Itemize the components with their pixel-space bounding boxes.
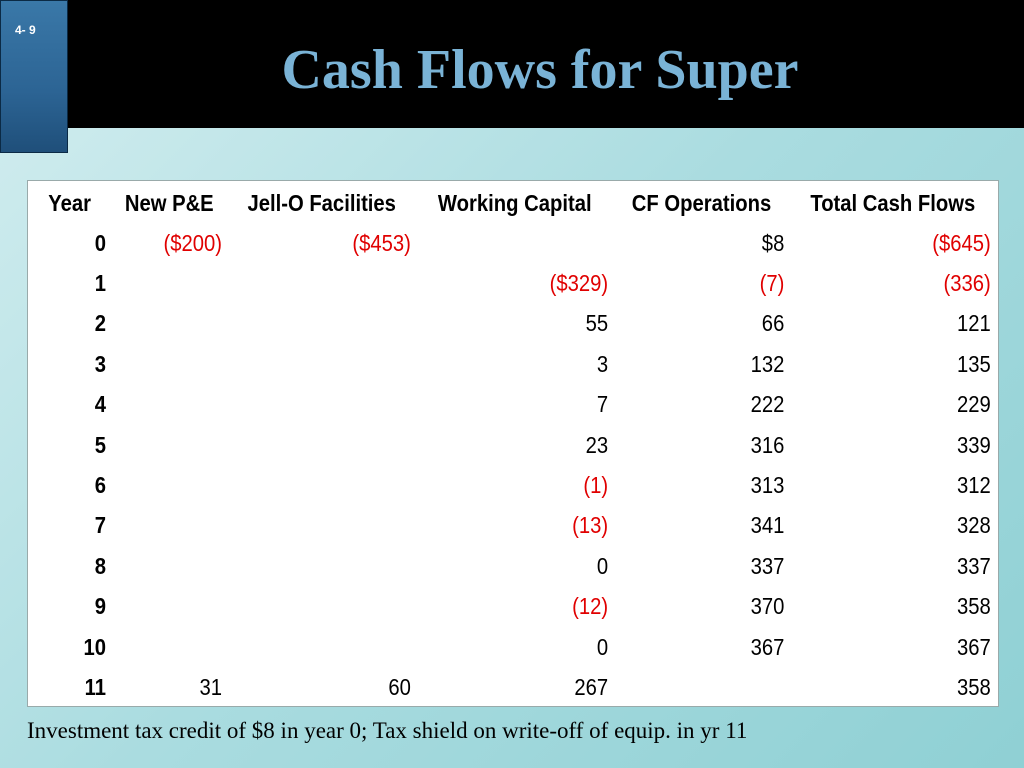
table-cell: (13): [572, 512, 609, 539]
table-row: 1 ($329) (7) (336): [28, 263, 996, 303]
table-cell: 55: [585, 310, 609, 337]
table-row: 4 7 222 229: [28, 385, 996, 425]
table-cell: [613, 667, 789, 707]
table-cell: 339: [956, 431, 991, 458]
year-cell: 8: [94, 552, 107, 579]
cash-flow-table-container: Year New P&E Jell-O Facilities Working C…: [27, 180, 999, 707]
col-header-working-capital: Working Capital: [437, 189, 592, 216]
year-cell: 3: [94, 350, 107, 377]
table-cell: 267: [574, 673, 609, 700]
year-cell: 7: [94, 512, 107, 539]
table-cell: 121: [956, 310, 991, 337]
table-row: 5 23 316 339: [28, 425, 996, 465]
cash-flow-table: Year New P&E Jell-O Facilities Working C…: [28, 183, 996, 708]
table-cell: [111, 506, 227, 546]
table-row: 8 0 337 337: [28, 546, 996, 586]
table-body: 0 ($200) ($453) $8 ($645) 1 ($329) (7) (336) 2 55 6…: [28, 223, 996, 708]
table-cell: 341: [750, 512, 785, 539]
table-cell: 135: [956, 350, 991, 377]
table-cell: [227, 385, 416, 425]
table-row: 11 31 60 267 358: [28, 667, 996, 707]
table-cell: 312: [956, 472, 991, 499]
table-cell: [227, 263, 416, 303]
table-cell: (7): [759, 270, 785, 297]
table-cell: 31: [199, 673, 222, 700]
title-bar: [0, 0, 1024, 128]
footnote: Investment tax credit of $8 in year 0; T…: [27, 718, 748, 743]
table-cell: $8: [761, 229, 785, 256]
year-cell: 9: [94, 593, 107, 620]
table-cell: 66: [761, 310, 785, 337]
table-cell: [227, 465, 416, 505]
table-cell: 23: [585, 431, 609, 458]
year-cell: 4: [94, 391, 107, 418]
table-cell: 337: [956, 552, 991, 579]
table-cell: 313: [750, 472, 785, 499]
table-row: 10 0 367 367: [28, 627, 996, 667]
slide-number-tab: 4- 9: [0, 0, 68, 153]
table-cell: [111, 385, 227, 425]
table-cell: [227, 546, 416, 586]
table-cell: ($645): [932, 229, 991, 256]
year-cell: 10: [83, 633, 107, 660]
slide-title: Cash Flows for Super: [281, 39, 799, 101]
table-cell: 0: [596, 552, 609, 579]
table-cell: [227, 627, 416, 667]
table-cell: 358: [956, 593, 991, 620]
table-cell: 328: [956, 512, 991, 539]
slide-number: 4- 9: [15, 23, 36, 37]
table-cell: [111, 263, 227, 303]
table-cell: ($200): [163, 229, 222, 256]
table-cell: 3: [596, 350, 609, 377]
table-cell: (336): [943, 270, 991, 297]
table-cell: 367: [956, 633, 991, 660]
table-cell: [111, 344, 227, 384]
table-cell: 0: [596, 633, 609, 660]
table-cell: 132: [750, 350, 785, 377]
table-cell: (12): [572, 593, 609, 620]
table-cell: [227, 304, 416, 344]
col-header-cf-operations: CF Operations: [631, 189, 772, 216]
table-cell: [111, 587, 227, 627]
table-cell: [227, 506, 416, 546]
table-cell: [111, 465, 227, 505]
year-cell: 0: [94, 229, 107, 256]
table-row: 2 55 66 121: [28, 304, 996, 344]
table-cell: (1): [583, 472, 609, 499]
table-cell: [111, 425, 227, 465]
table-row: 6 (1) 313 312: [28, 465, 996, 505]
table-cell: [227, 425, 416, 465]
year-cell: 2: [94, 310, 107, 337]
table-cell: 7: [596, 391, 609, 418]
year-cell: 6: [94, 472, 107, 499]
table-cell: [111, 546, 227, 586]
table-row: 0 ($200) ($453) $8 ($645): [28, 223, 996, 263]
table-cell: 222: [750, 391, 785, 418]
table-row: 3 3 132 135: [28, 344, 996, 384]
table-cell: [111, 304, 227, 344]
table-cell: 229: [956, 391, 991, 418]
table-cell: 370: [750, 593, 785, 620]
year-cell: 1: [94, 270, 107, 297]
table-cell: 367: [750, 633, 785, 660]
col-header-year: Year: [48, 189, 92, 216]
table-cell: 337: [750, 552, 785, 579]
table-cell: 316: [750, 431, 785, 458]
col-header-new-pe: New P&E: [124, 189, 214, 216]
table-row: 7 (13) 341 328: [28, 506, 996, 546]
table-cell: [416, 223, 613, 263]
table-cell: [227, 344, 416, 384]
table-cell: ($329): [549, 270, 609, 297]
year-cell: 11: [84, 673, 107, 700]
table-cell: [111, 627, 227, 667]
col-header-jello-facilities: Jell-O Facilities: [247, 189, 396, 216]
table-cell: [227, 587, 416, 627]
table-cell: 358: [956, 673, 991, 700]
year-cell: 5: [94, 431, 107, 458]
col-header-total-cash-flows: Total Cash Flows: [810, 189, 976, 216]
table-cell: ($453): [352, 229, 411, 256]
table-header-row: Year New P&E Jell-O Facilities Working C…: [28, 183, 996, 223]
table-row: 9 (12) 370 358: [28, 587, 996, 627]
table-cell: 60: [388, 673, 411, 700]
